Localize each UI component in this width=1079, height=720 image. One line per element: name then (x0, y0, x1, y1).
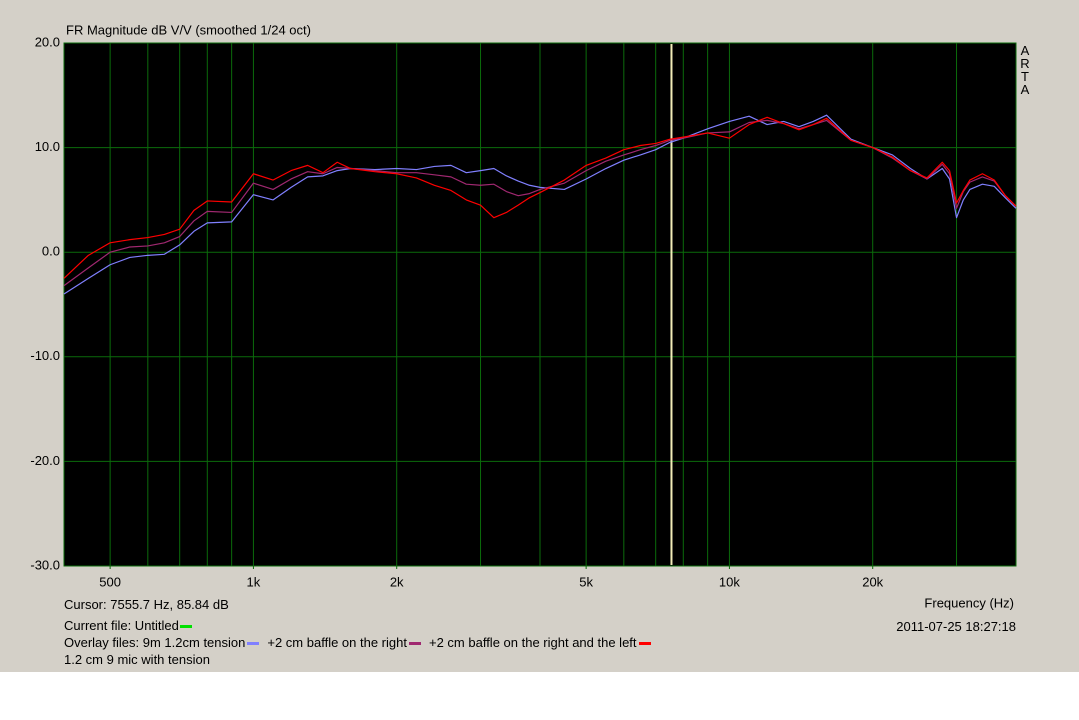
timestamp: 2011-07-25 18:27:18 (896, 619, 1016, 634)
current-file-label: Current file: Untitled (64, 618, 179, 633)
chart: FR Magnitude dB V/V (smoothed 1/24 oct) … (30, 22, 1029, 610)
y-tick-label: 20.0 (35, 34, 60, 49)
current-file-swatch (179, 625, 192, 629)
chart-title: FR Magnitude dB V/V (smoothed 1/24 oct) (66, 22, 311, 37)
current-file: Current file: Untitled (64, 617, 200, 634)
y-tick-label: 0.0 (42, 244, 60, 259)
x-axis-label: Frequency (Hz) (924, 595, 1014, 610)
legend-swatch (638, 642, 651, 646)
legend-label: 9m 1.2cm tension (142, 635, 246, 650)
brand-letter: R (1020, 56, 1029, 71)
series-line (63, 114, 1017, 295)
x-tick-label: 1k (247, 574, 261, 589)
legend-label: +2 cm baffle on the right and the left (428, 635, 637, 650)
y-tick-label: -10.0 (30, 348, 60, 363)
y-tick-label: 10.0 (35, 139, 60, 154)
legend-swatch (408, 642, 421, 646)
y-tick-label: -30.0 (30, 557, 60, 572)
series-line (63, 116, 1017, 279)
brand-letter: T (1021, 69, 1029, 84)
x-tick-label: 10k (719, 574, 740, 589)
y-tick-label: -20.0 (30, 453, 60, 468)
note: 1.2 cm 9 mic with tension (64, 652, 210, 667)
brand-letter: A (1021, 43, 1030, 58)
overlay-label: Overlay files: (64, 635, 140, 650)
cursor-readout: Cursor: 7555.7 Hz, 85.84 dB (64, 597, 229, 612)
x-tick-label: 5k (579, 574, 593, 589)
brand-letter: A (1021, 82, 1030, 97)
legend: Overlay files: 9m 1.2cm tension +2 cm baf… (64, 634, 659, 651)
x-tick-label: 500 (99, 574, 121, 589)
legend-swatch (247, 642, 260, 646)
legend-label: +2 cm baffle on the right (267, 635, 407, 650)
x-tick-label: 2k (390, 574, 404, 589)
x-tick-label: 20k (862, 574, 883, 589)
